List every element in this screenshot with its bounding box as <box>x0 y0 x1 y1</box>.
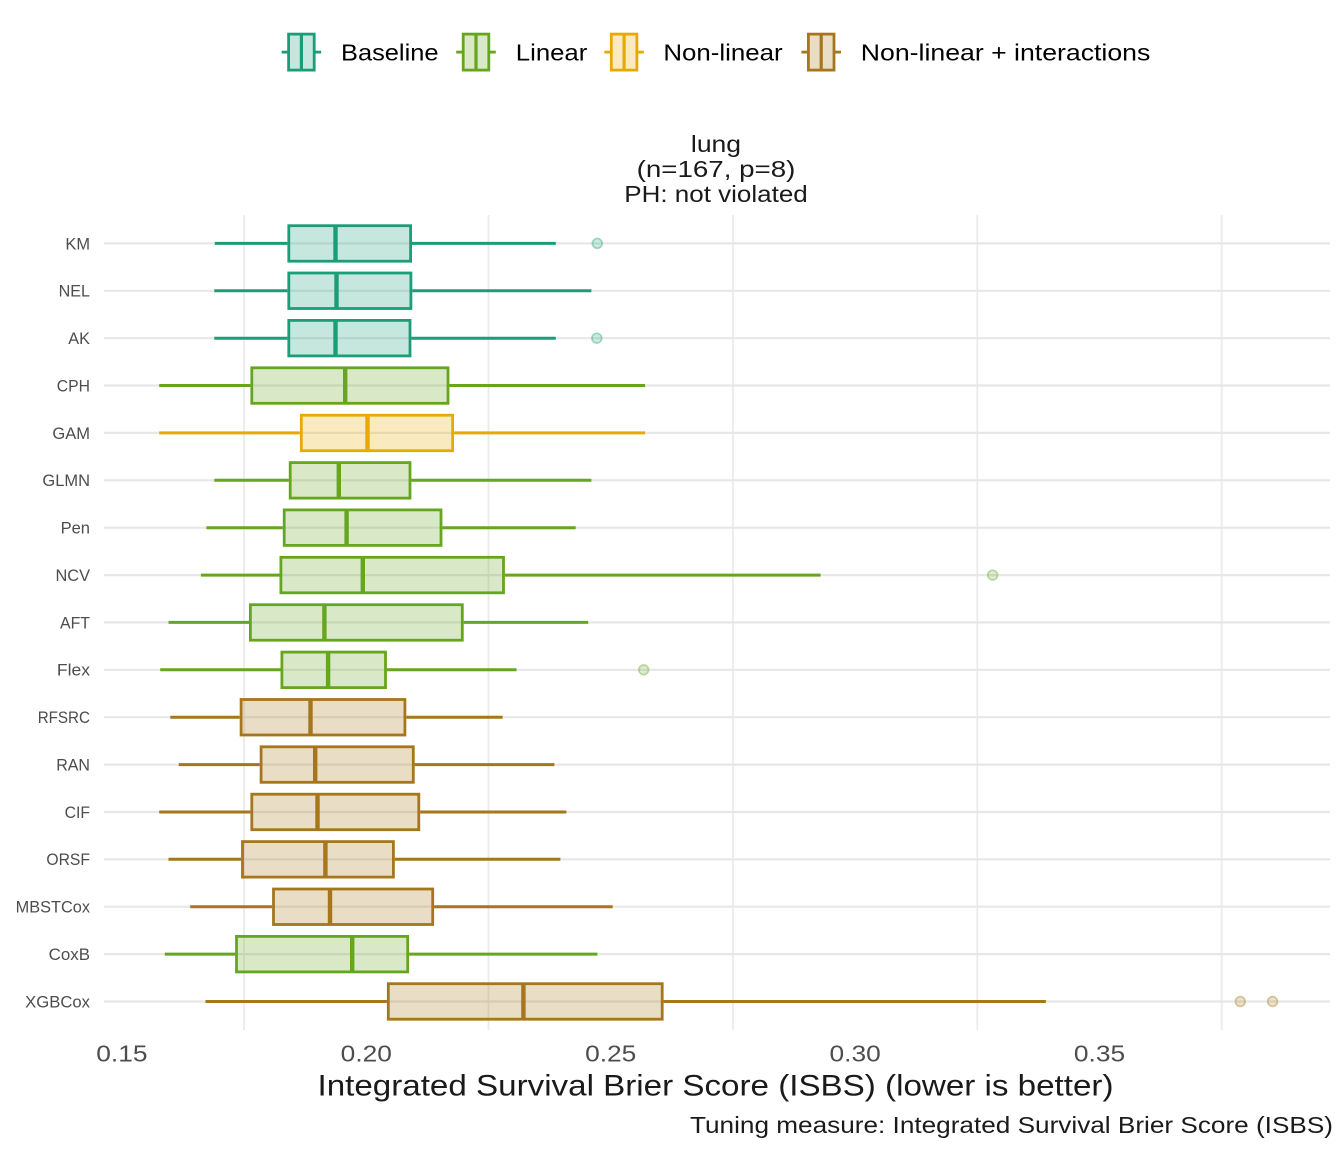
svg-text:Flex: Flex <box>57 662 90 680</box>
svg-text:MBSTCox: MBSTCox <box>16 899 90 917</box>
svg-text:lung: lung <box>691 131 741 157</box>
svg-text:0.20: 0.20 <box>341 1040 392 1066</box>
svg-text:Integrated Survival Brier Scor: Integrated Survival Brier Score (ISBS) (… <box>318 1069 1114 1102</box>
svg-text:0.25: 0.25 <box>585 1040 636 1066</box>
svg-text:ORSF: ORSF <box>46 851 90 869</box>
svg-text:Baseline: Baseline <box>341 40 439 66</box>
svg-text:PH: not violated: PH: not violated <box>624 181 808 207</box>
svg-text:CPH: CPH <box>57 377 90 395</box>
svg-text:NEL: NEL <box>59 283 90 301</box>
svg-text:Non-linear + interactions: Non-linear + interactions <box>861 40 1151 66</box>
svg-text:Pen: Pen <box>61 520 90 538</box>
svg-text:KM: KM <box>65 235 90 253</box>
svg-text:RAN: RAN <box>56 757 90 775</box>
svg-text:0.30: 0.30 <box>830 1040 881 1066</box>
svg-text:0.35: 0.35 <box>1074 1040 1125 1066</box>
svg-text:RFSRC: RFSRC <box>38 709 91 727</box>
svg-text:0.15: 0.15 <box>96 1040 147 1066</box>
svg-text:(n=167, p=8): (n=167, p=8) <box>637 156 796 182</box>
svg-text:NCV: NCV <box>56 567 91 585</box>
svg-text:Non-linear: Non-linear <box>663 40 783 66</box>
svg-text:GAM: GAM <box>52 425 90 443</box>
svg-text:Tuning measure: Integrated Sur: Tuning measure: Integrated Survival Brie… <box>690 1112 1333 1138</box>
svg-text:CIF: CIF <box>65 804 91 822</box>
svg-text:AK: AK <box>68 330 90 348</box>
svg-text:AFT: AFT <box>60 614 90 632</box>
svg-text:GLMN: GLMN <box>42 472 90 490</box>
svg-text:XGBCox: XGBCox <box>25 993 90 1011</box>
svg-text:Linear: Linear <box>516 40 588 66</box>
svg-text:CoxB: CoxB <box>49 946 90 964</box>
